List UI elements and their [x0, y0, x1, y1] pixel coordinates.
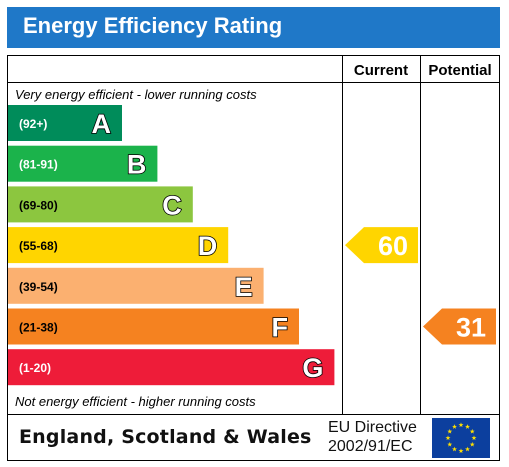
- band-d-range: (55-68): [19, 239, 58, 253]
- rating-arrows: 60 31: [345, 227, 496, 345]
- band-f-bar: [8, 308, 299, 345]
- band-c-letter: C: [162, 190, 182, 220]
- current-rating-arrow: [345, 227, 418, 264]
- eu-flag-icon: [432, 418, 490, 458]
- band-b-letter: B: [127, 150, 147, 180]
- band-b-bar: [8, 145, 158, 182]
- footer-country: England, Scotland & Wales: [19, 426, 312, 448]
- eu-directive-number: 2002/91/EC: [328, 438, 413, 455]
- band-c-bar: [8, 186, 193, 223]
- band-f-range: (21-38): [19, 321, 58, 335]
- band-e-range: (39-54): [19, 280, 58, 294]
- footer-row: England, Scotland & Wales EU Directive 2…: [7, 415, 500, 461]
- rating-bands: (92+) A (81-91) B (69-80) C (55-68) D (39-54) E (2…: [8, 105, 335, 386]
- band-g-letter: G: [302, 353, 323, 383]
- potential-column-header: Potential: [428, 62, 491, 79]
- current-column-header: Current: [354, 62, 408, 79]
- potential-rating-arrow: [423, 308, 496, 345]
- current-rating-value: 60: [378, 231, 408, 261]
- top-efficiency-caption: Very energy efficient - lower running co…: [15, 87, 257, 102]
- band-b-range: (81-91): [19, 158, 58, 172]
- band-g-bar: [8, 349, 335, 386]
- band-e-letter: E: [235, 272, 253, 302]
- band-a-bar: [8, 105, 122, 141]
- bottom-efficiency-caption: Not energy efficient - higher running co…: [15, 394, 256, 409]
- band-a-range: (92+): [19, 117, 47, 131]
- chart-frame: [7, 55, 500, 461]
- page-title: Energy Efficiency Rating: [23, 13, 283, 38]
- band-a-letter: A: [92, 109, 112, 139]
- potential-rating-value: 31: [456, 313, 486, 343]
- band-c-range: (69-80): [19, 198, 58, 212]
- band-g-range: (1-20): [19, 361, 51, 375]
- band-f-letter: F: [272, 313, 289, 343]
- band-d-letter: D: [198, 231, 218, 261]
- band-e-bar: [8, 267, 264, 304]
- band-d-bar: [8, 227, 229, 264]
- title-bar: Energy Efficiency Rating: [7, 7, 500, 48]
- eu-directive-label: EU Directive: [328, 419, 417, 436]
